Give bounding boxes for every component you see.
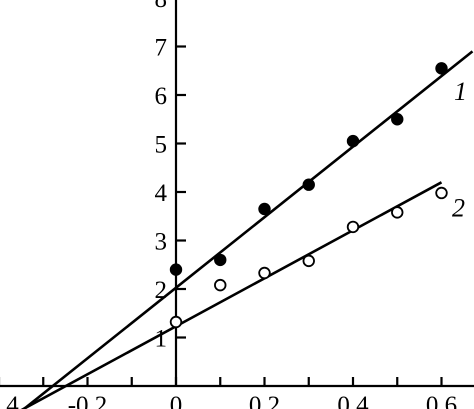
series-1-label: 1: [454, 77, 467, 106]
series-2-point: [169, 315, 183, 329]
x-tick-label: -0.4: [0, 392, 19, 409]
x-tick-label: 0.6: [426, 392, 457, 409]
y-tick-label: 1: [155, 326, 168, 353]
series-1-point: [346, 134, 360, 148]
y-tick-label: 5: [155, 132, 168, 159]
series-2-point: [214, 278, 227, 292]
series-2-point: [391, 206, 404, 219]
y-tick-label: 3: [155, 229, 168, 256]
y-tick-label: 6: [155, 83, 168, 110]
series-2-fit-line: [20, 181, 443, 409]
x-tick-label: -0.2: [68, 392, 108, 409]
y-tick-label: 4: [155, 180, 168, 207]
series-1-point: [214, 253, 227, 267]
series-2-point: [346, 220, 360, 234]
x-tick-label: 0.4: [337, 392, 369, 409]
series-2-point: [258, 266, 271, 280]
series-1-point: [258, 202, 271, 216]
series-2-label: 2: [452, 193, 465, 222]
series-2-point: [302, 254, 315, 268]
series-1-point: [435, 62, 448, 75]
series-1-point: [169, 263, 183, 276]
series-1-point: [391, 113, 404, 126]
series-1-fit-line: [21, 50, 474, 409]
series-1-point: [302, 178, 315, 191]
x-tick-label: 0.2: [249, 392, 280, 409]
series-2-point: [435, 186, 448, 200]
y-tick-label: 8: [155, 0, 168, 13]
y-tick-label: 7: [155, 35, 168, 62]
x-tick-label: 0: [170, 392, 183, 409]
